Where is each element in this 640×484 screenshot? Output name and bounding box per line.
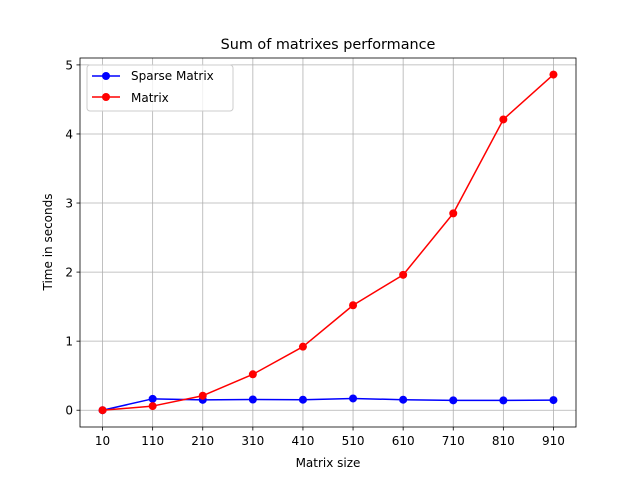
legend-label-matrix: Matrix	[131, 91, 169, 105]
plot-frame	[79, 57, 577, 428]
data-point-sparse-matrix	[449, 396, 458, 405]
x-tick-label: 710	[442, 434, 465, 448]
x-tick-label: 910	[542, 434, 565, 448]
legend-marker-matrix	[102, 93, 110, 101]
legend: Sparse Matrix Matrix	[86, 64, 234, 112]
series-line-sparse-matrix	[102, 397, 554, 411]
y-axis-ticks: 0 1 2 3 4 5	[65, 58, 80, 418]
data-point-sparse-matrix	[148, 394, 157, 403]
x-tick-label: 410	[291, 434, 314, 448]
y-axis-label: Time in seconds	[41, 194, 55, 292]
data-point-sparse-matrix	[349, 394, 358, 403]
legend-box	[86, 64, 234, 112]
data-point-matrix	[98, 406, 107, 415]
y-tick-label: 3	[65, 197, 73, 211]
chart-title: Sum of matrixes performance	[221, 37, 436, 53]
legend-label-sparse-matrix: Sparse Matrix	[131, 69, 214, 83]
data-point-matrix	[148, 402, 157, 411]
y-tick-label: 0	[65, 404, 73, 418]
x-axis-ticks: 10 110 210 310 410 510 610 710 810 910	[95, 427, 565, 448]
x-tick-label: 210	[191, 434, 214, 448]
data-point-sparse-matrix	[549, 396, 558, 405]
x-tick-label: 810	[492, 434, 515, 448]
data-point-matrix	[399, 270, 408, 279]
x-tick-label: 610	[392, 434, 415, 448]
data-point-matrix	[499, 115, 508, 124]
data-point-sparse-matrix	[298, 395, 307, 404]
data-point-matrix	[449, 209, 458, 218]
y-tick-label: 1	[65, 335, 73, 349]
data-point-matrix	[349, 301, 358, 310]
x-tick-label: 510	[342, 434, 365, 448]
series-group	[98, 70, 558, 415]
y-tick-label: 2	[65, 266, 73, 280]
data-point-matrix	[298, 342, 307, 351]
data-point-sparse-matrix	[248, 395, 257, 404]
data-point-matrix	[248, 370, 257, 379]
x-tick-label: 10	[95, 434, 110, 448]
data-point-matrix	[198, 391, 207, 400]
legend-marker-sparse-matrix	[102, 72, 110, 80]
data-point-sparse-matrix	[399, 395, 408, 404]
y-tick-label: 4	[65, 127, 73, 141]
data-point-sparse-matrix	[499, 396, 508, 405]
y-tick-label: 5	[65, 58, 73, 72]
x-tick-label: 310	[241, 434, 264, 448]
x-axis-label: Matrix size	[296, 456, 361, 470]
data-point-matrix	[549, 70, 558, 79]
x-tick-label: 110	[141, 434, 164, 448]
series-line-matrix	[102, 74, 554, 411]
